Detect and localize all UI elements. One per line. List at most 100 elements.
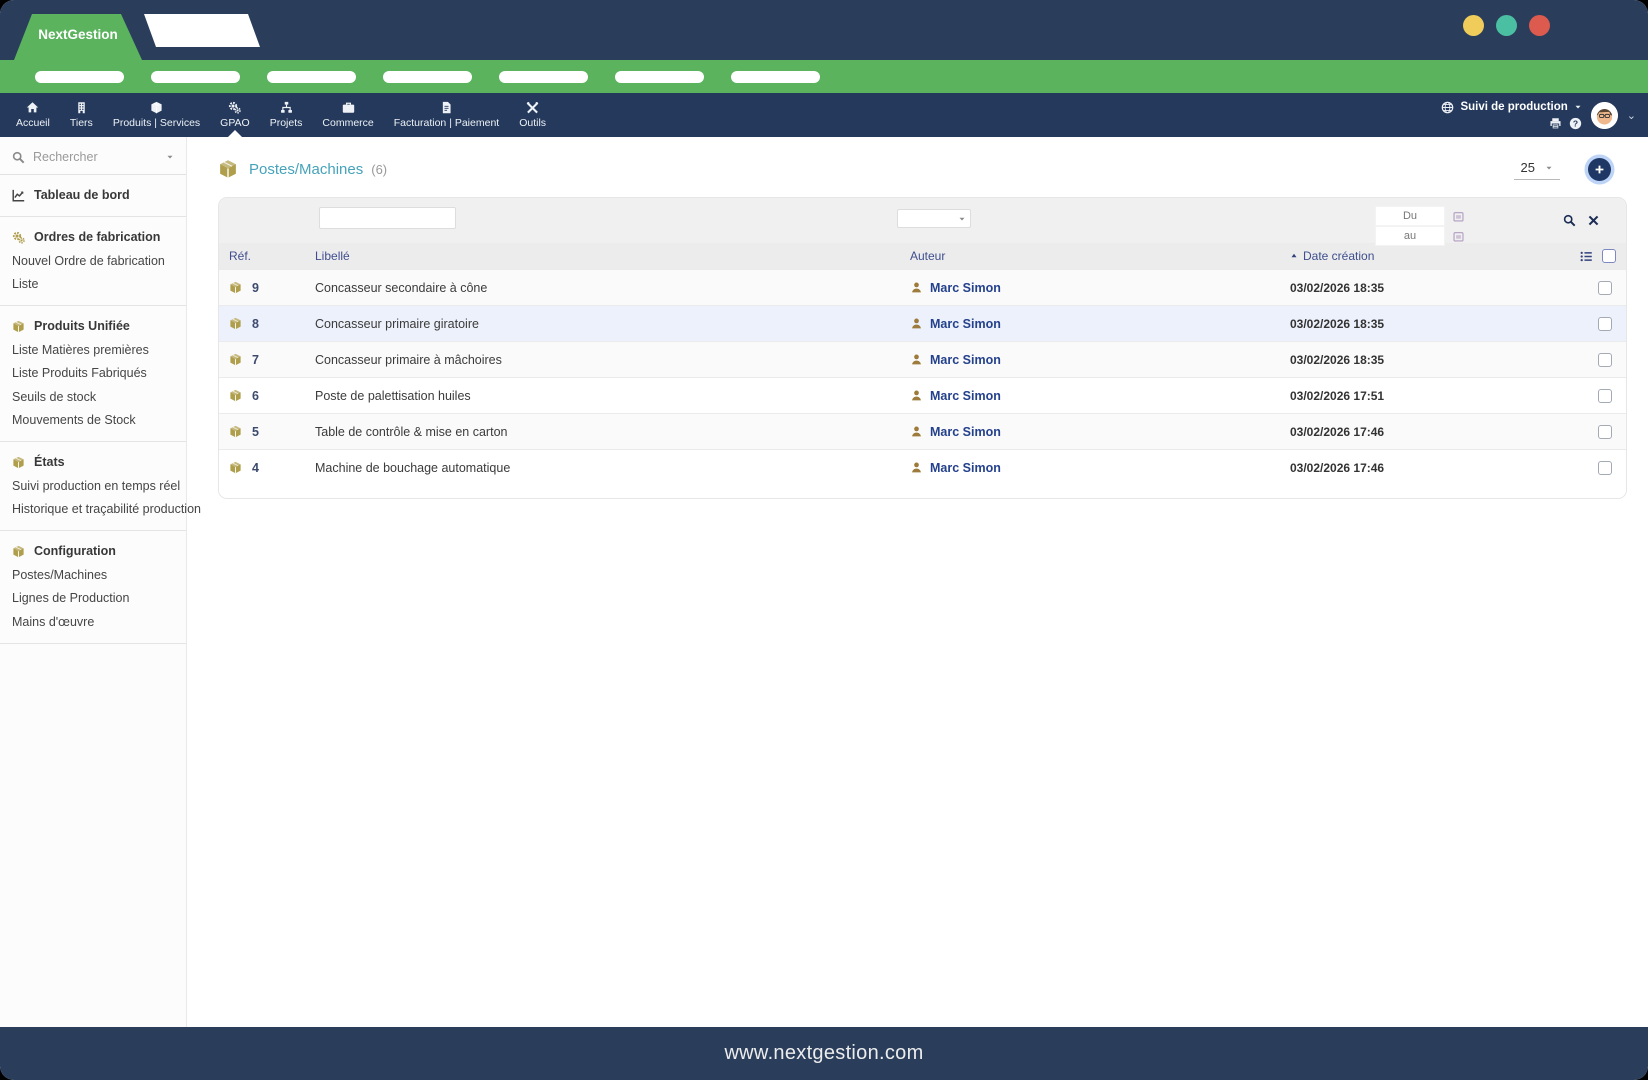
filter-actions: [1563, 214, 1600, 227]
context-switcher[interactable]: Suivi de production: [1441, 101, 1581, 114]
table-row[interactable]: 5 Table de contrôle & mise en carton Marc …: [219, 413, 1626, 449]
sidebar-item-mains-d-uvre[interactable]: Mains d'œuvre: [12, 614, 95, 629]
calendar-icon[interactable]: [1453, 211, 1464, 222]
record-count: (6): [371, 161, 388, 177]
table-row[interactable]: 7 Concasseur primaire à mâchoires Marc Sim…: [219, 341, 1626, 377]
row-auteur-link[interactable]: Marc Simon: [930, 280, 1001, 295]
nav-right-area: Suivi de production ? ⌄: [1441, 93, 1648, 137]
select-all-checkbox[interactable]: [1602, 249, 1616, 263]
row-checkbox[interactable]: [1598, 352, 1612, 367]
add-button[interactable]: [1588, 157, 1611, 181]
date-to-input[interactable]: [1375, 226, 1445, 246]
sidebar-item-mouvements-de-stock[interactable]: Mouvements de Stock: [12, 413, 136, 427]
sidebar-section-label: Ordres de fabrication: [34, 230, 161, 244]
sidebar-item-seuils-de-stock[interactable]: Seuils de stock: [12, 389, 97, 404]
sidebar-item-liste-produits-fabriques[interactable]: Liste Produits Fabriqués: [12, 366, 147, 380]
divider: [0, 216, 186, 217]
search-input[interactable]: [33, 150, 158, 164]
column-header-auteur[interactable]: Auteur: [910, 249, 946, 263]
sidebar-search: [0, 137, 186, 175]
divider: [0, 642, 186, 644]
nav-item-facturation-paiement[interactable]: Facturation | Paiement: [384, 93, 509, 137]
clear-filter-button[interactable]: [1587, 214, 1600, 227]
list-view-button[interactable]: [1580, 250, 1593, 263]
sidebar-item-postes-machines[interactable]: Postes/Machines: [12, 567, 108, 582]
nav-item-gpao[interactable]: GPAO: [210, 93, 260, 137]
table-row[interactable]: 4 Machine de bouchage automatique Marc Sim…: [219, 449, 1626, 485]
window-maximize-button[interactable]: [1496, 15, 1517, 36]
nav-item-produits-services[interactable]: Produits | Services: [103, 93, 210, 137]
print-button[interactable]: [1549, 117, 1562, 130]
window-controls: [1463, 15, 1550, 36]
help-button[interactable]: ?: [1569, 117, 1582, 130]
nav-item-commerce[interactable]: Commerce: [312, 93, 383, 137]
column-header-libelle[interactable]: Libellé: [315, 249, 350, 263]
sidebar-item-liste-matieres-premieres[interactable]: Liste Matières premières: [12, 342, 149, 357]
date-from-input[interactable]: [1375, 206, 1445, 226]
row-checkbox[interactable]: [1598, 388, 1612, 403]
table-row[interactable]: 8 Concasseur primaire giratoire Marc Simon…: [219, 305, 1626, 341]
nav-item-projets[interactable]: Projets: [260, 93, 313, 137]
table-row[interactable]: 6 Poste de palettisation huiles Marc Simon…: [219, 377, 1626, 413]
row-auteur-link[interactable]: Marc Simon: [930, 424, 1001, 439]
sidebar-section: Produits Unifiée Liste Matières premières…: [0, 306, 186, 442]
box-icon: [229, 425, 242, 438]
nav-item-tiers[interactable]: Tiers: [60, 93, 103, 137]
plus-icon: [1593, 163, 1606, 176]
window-close-button[interactable]: [1529, 15, 1550, 36]
sidebar-item-liste[interactable]: Liste: [12, 277, 39, 291]
tools-icon: [526, 101, 539, 114]
page-size-value: 25: [1520, 160, 1535, 175]
sidebar-section-tableau-de-bord[interactable]: Tableau de bord: [0, 175, 186, 207]
user-avatar[interactable]: [1590, 101, 1618, 129]
search-caret-icon[interactable]: [166, 153, 174, 161]
secondary-tab[interactable]: [143, 14, 261, 47]
box-icon: [229, 317, 242, 330]
sidebar-item-suivi-production-en-temps-reel[interactable]: Suivi production en temps réel: [12, 478, 181, 493]
column-header-date[interactable]: Date création: [1290, 249, 1520, 263]
sidebar-item-historique-et-tracabilite-production[interactable]: Historique et traçabilité production: [12, 502, 201, 516]
apply-filter-button[interactable]: [1563, 214, 1576, 227]
nav-item-accueil[interactable]: Accueil: [6, 93, 60, 137]
sidebar-section-label: Tableau de bord: [34, 188, 130, 202]
table-body: 9 Concasseur secondaire à cône Marc Simon 0…: [219, 269, 1626, 485]
divider: [0, 305, 186, 306]
row-checkbox[interactable]: [1598, 316, 1612, 331]
window-minimize-button[interactable]: [1463, 15, 1484, 36]
sidebar-section-ordres-de-fabrication[interactable]: Ordres de fabrication: [0, 217, 186, 249]
nav-item-label: Tiers: [69, 117, 93, 129]
sidebar-item-nouvel-ordre-de-fabrication[interactable]: Nouvel Ordre de fabrication: [12, 253, 165, 268]
page-title[interactable]: Postes/Machines: [249, 160, 364, 178]
nav-item-label: Commerce: [322, 117, 374, 129]
person-icon: [910, 389, 923, 402]
row-checkbox[interactable]: [1598, 460, 1612, 475]
column-header-ref[interactable]: Réf.: [229, 249, 252, 263]
row-checkbox[interactable]: [1598, 280, 1612, 295]
row-date: 03/02/2026 18:35: [1290, 352, 1385, 367]
sidebar-section: États Suivi production en temps réel Histo…: [0, 442, 201, 531]
page-size-select[interactable]: 25: [1513, 158, 1560, 180]
row-auteur-link[interactable]: Marc Simon: [930, 316, 1001, 331]
sidebar-section-produits-unifiee[interactable]: Produits Unifiée: [0, 306, 186, 338]
globe-icon: [1441, 101, 1454, 114]
box-icon: [12, 456, 25, 469]
row-libelle: Poste de palettisation huiles: [315, 388, 471, 403]
main-nav-bar: Accueil Tiers Produits | Services GPAO Proje…: [0, 93, 1648, 137]
calendar-icon[interactable]: [1453, 231, 1464, 242]
table-row[interactable]: 9 Concasseur secondaire à cône Marc Simon 0…: [219, 269, 1626, 305]
auteur-filter-select[interactable]: [897, 209, 971, 228]
row-auteur-link[interactable]: Marc Simon: [930, 388, 1001, 403]
row-checkbox[interactable]: [1598, 424, 1612, 439]
libelle-filter-input[interactable]: [319, 207, 456, 229]
user-menu-chevron-icon[interactable]: ⌄: [1626, 109, 1636, 122]
sidebar: Tableau de bord Ordres de fabrication Nouv…: [0, 137, 201, 1027]
sidebar-section-configuration[interactable]: Configuration: [0, 531, 186, 563]
brand-tab[interactable]: NextGestion: [14, 14, 142, 60]
box-icon: [150, 101, 163, 114]
sidebar-menu: Tableau de bord Ordres de fabrication Nouv…: [0, 175, 201, 644]
row-auteur-link[interactable]: Marc Simon: [930, 352, 1001, 367]
sidebar-item-lignes-de-production[interactable]: Lignes de Production: [12, 591, 130, 605]
row-auteur-link[interactable]: Marc Simon: [930, 460, 1001, 475]
sidebar-section-etats[interactable]: États: [0, 442, 186, 474]
nav-item-outils[interactable]: Outils: [509, 93, 556, 137]
